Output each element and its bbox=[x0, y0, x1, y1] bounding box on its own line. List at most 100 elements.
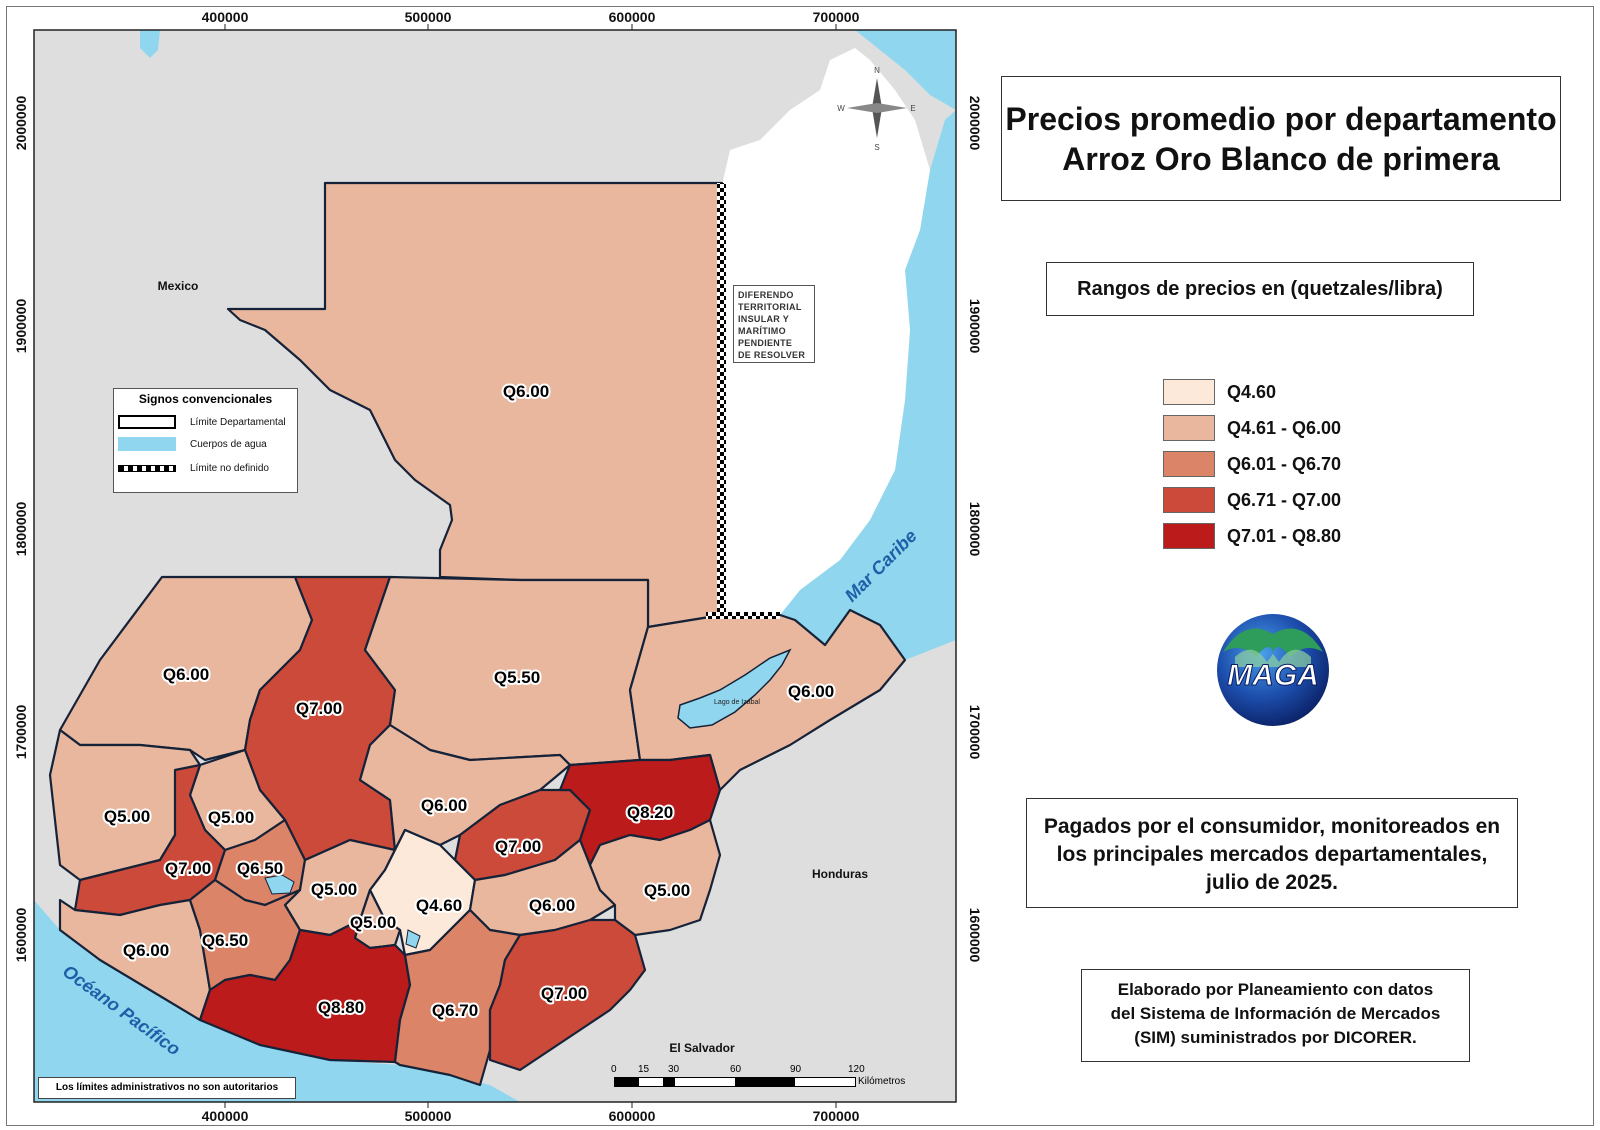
label-mexico: Mexico bbox=[158, 279, 199, 293]
price-jalapa: Q6.00 bbox=[529, 896, 575, 915]
price-huehuetenango: Q6.00 bbox=[163, 665, 209, 684]
maga-logo-text: MAGA bbox=[1227, 659, 1319, 692]
y-tick-left-2: 1900000 bbox=[13, 299, 29, 354]
compass-rose-icon: N S E W bbox=[837, 66, 915, 152]
signos-row-agua: Cuerpos de agua bbox=[118, 437, 267, 451]
note-line-1: Pagados por el consumidor, monitoreados … bbox=[1043, 815, 1501, 838]
diferendo-line-2: TERRITORIAL bbox=[738, 302, 802, 312]
x-tick-top-4: 700000 bbox=[813, 9, 860, 25]
diferendo-line-5: PENDIENTE bbox=[738, 338, 793, 348]
legend-row-1: Q4.61 - Q6.00 bbox=[1163, 410, 1341, 446]
signos-label-agua: Cuerpos de agua bbox=[190, 438, 267, 450]
cuerpos-agua-swatch bbox=[118, 437, 176, 451]
legend-swatch-3 bbox=[1163, 487, 1215, 513]
y-tick-right-2: 1900000 bbox=[967, 299, 983, 354]
price-chiquimula: Q5.00 bbox=[644, 881, 690, 900]
price-jutiapa: Q7.00 bbox=[541, 984, 587, 1003]
x-tick-bottom-1: 400000 bbox=[202, 1108, 249, 1124]
limite-no-definido-swatch bbox=[118, 465, 176, 472]
price-quiche: Q7.00 bbox=[296, 699, 342, 718]
limite-departamental-swatch bbox=[118, 415, 176, 429]
legend-swatch-2 bbox=[1163, 451, 1215, 477]
price-sacatepequez: Q5.00 bbox=[350, 913, 396, 932]
credit-line-3: (SIM) suministrados por DICORER. bbox=[1134, 1028, 1417, 1047]
note-line-3: julio de 2025. bbox=[1206, 871, 1338, 894]
compass-n: N bbox=[874, 66, 880, 75]
scale-unit: Kilómetros bbox=[858, 1076, 906, 1087]
x-tick-top-2: 500000 bbox=[405, 9, 452, 25]
title-line-1: Precios promedio por departamento bbox=[1005, 101, 1557, 137]
price-solola: Q6.50 bbox=[237, 859, 283, 878]
compass-w: W bbox=[837, 104, 845, 113]
price-peten: Q6.00 bbox=[503, 382, 549, 401]
legend-swatch-4 bbox=[1163, 523, 1215, 549]
signos-convencionales-legend: Signos convencionales Límite Departament… bbox=[113, 388, 298, 493]
lago-atitlan bbox=[264, 874, 295, 895]
signos-label-no-definido: Límite no definido bbox=[190, 463, 269, 474]
legend-swatch-1 bbox=[1163, 415, 1215, 441]
price-legend: Q4.60 Q4.61 - Q6.00 Q6.01 - Q6.70 Q6.71 - Q… bbox=[1163, 374, 1341, 554]
legend-label-0: Q4.60 bbox=[1227, 381, 1277, 402]
water-top-right bbox=[855, 30, 956, 110]
maga-logo: MAGA bbox=[1215, 612, 1331, 728]
diferendo-box: DIFERENDO TERRITORIAL INSULAR Y MARÍTIMO… bbox=[733, 285, 815, 363]
price-el-progreso: Q7.00 bbox=[495, 837, 541, 856]
lago-izabal bbox=[677, 648, 792, 729]
x-tick-top-3: 600000 bbox=[609, 9, 656, 25]
price-guatemala: Q4.60 bbox=[416, 896, 462, 915]
mar-caribe-water bbox=[780, 110, 956, 660]
price-quetzaltenango: Q7.00 bbox=[165, 859, 211, 878]
price-zacapa: Q8.20 bbox=[627, 803, 673, 822]
y-tick-left-4: 1700000 bbox=[13, 705, 29, 760]
label-honduras: Honduras bbox=[812, 867, 868, 881]
label-lago-izabal: Lago de Izabal bbox=[714, 699, 760, 706]
legend-swatch-0 bbox=[1163, 379, 1215, 405]
diferendo-line-3: INSULAR Y bbox=[738, 314, 790, 324]
limite-no-definido-line bbox=[717, 183, 726, 615]
y-tick-left-3: 1800000 bbox=[13, 502, 29, 557]
signos-label-limite: Límite Departamental bbox=[190, 416, 286, 428]
label-el-salvador: El Salvador bbox=[669, 1041, 735, 1055]
y-tick-right-4: 1700000 bbox=[967, 705, 983, 760]
scale-label-90: 90 bbox=[790, 1064, 802, 1075]
price-san-marcos: Q5.00 bbox=[104, 807, 150, 826]
ranges-title: Rangos de precios en (quetzales/libra) bbox=[1046, 262, 1474, 316]
dept-jutiapa bbox=[488, 918, 647, 1072]
limite-no-definido-south bbox=[706, 612, 780, 619]
y-tick-right-3: 1800000 bbox=[967, 502, 983, 557]
credit-line-2: del Sistema de Información de Mercados bbox=[1110, 1004, 1441, 1023]
scale-label-30: 30 bbox=[668, 1064, 680, 1075]
legend-label-1: Q4.61 - Q6.00 bbox=[1227, 417, 1342, 438]
y-tick-right-1: 2000000 bbox=[967, 96, 983, 151]
signos-row-limite: Límite Departamental bbox=[118, 415, 286, 429]
x-tick-bottom-2: 500000 bbox=[405, 1108, 452, 1124]
legend-label-3: Q6.71 - Q7.00 bbox=[1227, 489, 1342, 510]
compass-s: S bbox=[874, 143, 879, 152]
x-axis-ticks: 400000 500000 600000 700000 400000 50000… bbox=[202, 9, 860, 1124]
legend-label-4: Q7.01 - Q8.80 bbox=[1227, 525, 1342, 546]
price-santa-rosa: Q6.70 bbox=[432, 1001, 478, 1020]
y-tick-left-5: 1600000 bbox=[13, 908, 29, 963]
y-axis-ticks: 2000000 1900000 1800000 1700000 1600000 … bbox=[13, 96, 983, 963]
price-izabal: Q6.00 bbox=[788, 682, 834, 701]
note-line-2: los principales mercados departamentales… bbox=[1056, 843, 1488, 866]
map-frame bbox=[6, 6, 1594, 1126]
lago-amatitlan bbox=[405, 929, 421, 949]
signos-row-no-definido: Límite no definido bbox=[118, 463, 269, 474]
price-chimaltenango: Q5.00 bbox=[311, 880, 357, 899]
credit-line-1: Elaborado por Planeamiento con datos bbox=[1117, 980, 1434, 999]
price-alta-verapaz: Q5.50 bbox=[494, 668, 540, 687]
legend-row-4: Q7.01 - Q8.80 bbox=[1163, 518, 1341, 554]
x-tick-bottom-3: 600000 bbox=[609, 1108, 656, 1124]
dept-escuintla bbox=[198, 918, 412, 1064]
y-tick-left-1: 2000000 bbox=[13, 96, 29, 151]
signos-title: Signos convencionales bbox=[138, 392, 273, 406]
compass-e: E bbox=[910, 104, 915, 113]
legend-row-0: Q4.60 bbox=[1163, 374, 1341, 410]
price-totonicapan: Q5.00 bbox=[208, 808, 254, 827]
scale-label-120: 120 bbox=[848, 1064, 865, 1075]
price-retalhuleu: Q6.00 bbox=[123, 941, 169, 960]
x-tick-bottom-4: 700000 bbox=[813, 1108, 860, 1124]
x-tick-top-1: 400000 bbox=[202, 9, 249, 25]
